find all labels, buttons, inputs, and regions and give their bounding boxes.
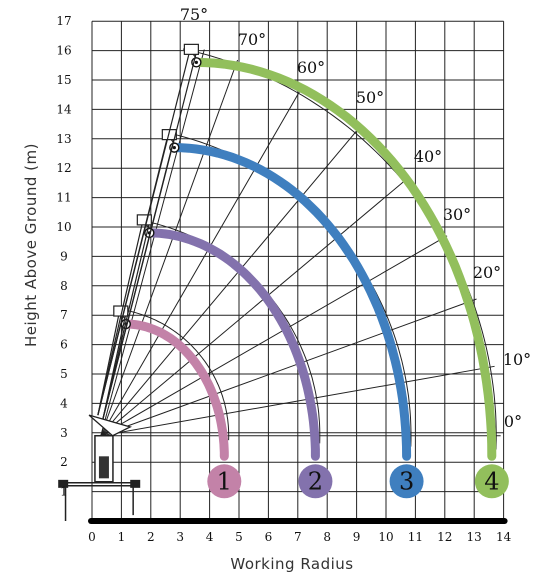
boom-reach-arcs: 1 2 3 4	[120, 57, 509, 499]
y-tick-label: 9	[60, 249, 68, 263]
boom-arc-4	[191, 57, 497, 461]
angle-ray	[100, 89, 302, 436]
angle-ray	[100, 129, 359, 437]
boom-arc-3	[169, 143, 412, 461]
y-tick-label: 5	[60, 367, 68, 381]
y-axis-title: Height Above Ground (m)	[22, 143, 40, 347]
hook-center	[194, 60, 198, 64]
angle-ray	[100, 235, 448, 437]
boom-arc-1	[121, 319, 229, 461]
y-tick-label: 12	[56, 161, 71, 175]
x-axis-title: Working Radius	[230, 555, 353, 573]
y-tick-label: 16	[56, 44, 71, 58]
boom-number-disc	[474, 464, 509, 499]
angle-label: 75°	[180, 5, 208, 24]
angle-ray	[100, 298, 477, 437]
x-tick-label: 13	[467, 530, 482, 544]
boom-number-1: 1	[217, 467, 232, 495]
y-tick-label: 4	[60, 396, 68, 410]
y-tick-label: 6	[60, 338, 68, 352]
boom-line	[102, 52, 197, 420]
y-tick-label: 7	[60, 308, 68, 322]
y-tick-label: 1	[60, 485, 68, 499]
y-tick-label: 11	[56, 191, 71, 205]
angle-label: 30°	[443, 205, 471, 224]
crane-arm	[88, 414, 133, 437]
angle-ray	[100, 59, 239, 436]
angle-ray	[100, 49, 205, 436]
y-tick-label: 14	[56, 102, 72, 116]
hook-cable	[145, 224, 150, 230]
angle-label: 50°	[356, 88, 384, 107]
x-tick-label: 14	[496, 530, 512, 544]
angle-label: 40°	[414, 147, 442, 166]
angle-label: 70°	[238, 30, 266, 49]
boom-head-icon	[136, 214, 152, 226]
outrigger-foot	[58, 479, 69, 488]
x-tick-label: 9	[353, 530, 361, 544]
y-tick-label: 13	[56, 132, 71, 146]
ground-bar	[88, 518, 508, 524]
angle-label: 60°	[297, 58, 325, 77]
angle-label: 10°	[503, 350, 531, 369]
x-tick-label: 3	[176, 530, 184, 544]
outrigger-foot	[130, 479, 141, 488]
grid	[91, 20, 505, 522]
y-tick-label: 2	[60, 455, 68, 469]
crane-silhouette	[58, 43, 508, 524]
x-tick-label: 6	[265, 530, 273, 544]
x-tick-label: 12	[437, 530, 452, 544]
x-tick-label: 10	[378, 530, 393, 544]
x-tick-label: 0	[88, 530, 96, 544]
boom-number-3: 3	[399, 467, 414, 495]
hook-center	[172, 146, 176, 150]
boom-number-disc	[389, 464, 424, 499]
x-tick-label: 11	[408, 530, 423, 544]
boom-number-4: 4	[484, 467, 499, 495]
hook-cable	[192, 54, 197, 59]
y-tick-label: 3	[60, 426, 68, 440]
angle-ray	[100, 365, 495, 437]
x-tick-label: 4	[206, 530, 214, 544]
labels: 0 1 2 3 4 5 6 7 8 9 10 11 12 13 1412345678910111213141…	[56, 5, 531, 544]
boom-number-disc	[298, 464, 333, 499]
y-tick-label: 8	[60, 279, 68, 293]
angle-label: 0°	[504, 412, 522, 431]
x-tick-label: 5	[235, 530, 243, 544]
y-tick-label: 17	[56, 14, 71, 28]
x-tick-label: 8	[323, 530, 331, 544]
y-tick-label: 10	[56, 220, 71, 234]
angle-ray	[100, 178, 408, 437]
boom-number-disc	[207, 464, 242, 499]
angle-label: 20°	[473, 263, 501, 282]
boom-number-2: 2	[308, 467, 323, 495]
boom-arc-2	[144, 228, 320, 461]
radius-arc	[127, 310, 230, 441]
truck-frame	[64, 482, 134, 521]
x-tick-label: 2	[147, 530, 155, 544]
crane-cylinder	[98, 456, 109, 479]
x-tick-label: 1	[118, 530, 126, 544]
angle-rays	[100, 49, 501, 437]
y-tick-label: 15	[56, 73, 71, 87]
boom-line	[97, 48, 191, 416]
boom-head-icon	[183, 43, 199, 55]
x-tick-label: 7	[294, 530, 302, 544]
